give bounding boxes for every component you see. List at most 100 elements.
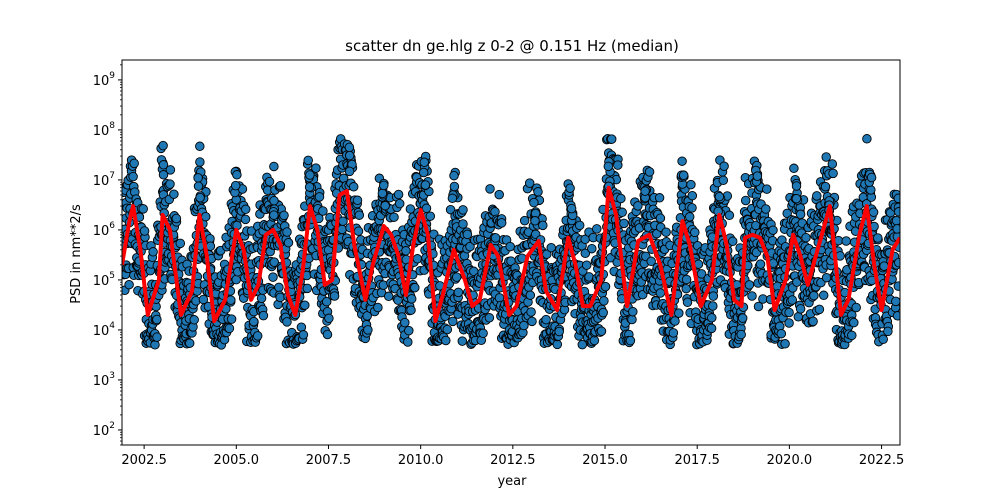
data-point	[812, 191, 822, 201]
data-point	[883, 326, 893, 337]
x-tick-label: 2010.0	[398, 453, 444, 468]
data-point	[868, 207, 879, 217]
data-point	[674, 308, 684, 318]
data-point	[640, 186, 650, 196]
data-point	[231, 274, 241, 285]
data-point	[311, 163, 321, 173]
data-point	[533, 187, 543, 197]
data-point	[420, 180, 431, 190]
data-point	[249, 316, 259, 327]
data-point	[714, 191, 725, 202]
data-point	[447, 193, 458, 204]
data-point	[849, 317, 859, 328]
data-point	[747, 291, 757, 301]
data-point	[252, 331, 263, 341]
x-tick-label: 2012.5	[490, 453, 536, 468]
data-point	[490, 207, 500, 217]
data-point	[866, 185, 876, 195]
data-point	[596, 326, 607, 336]
data-point	[505, 241, 515, 252]
data-point	[298, 330, 309, 340]
data-point	[820, 181, 831, 192]
data-point	[353, 226, 364, 236]
data-point	[158, 160, 169, 170]
data-point	[687, 190, 698, 201]
data-point	[682, 297, 693, 308]
data-point	[226, 295, 236, 305]
data-point	[727, 236, 738, 247]
data-point	[707, 313, 717, 323]
data-point	[708, 301, 718, 311]
data-point	[337, 224, 347, 235]
data-point	[541, 314, 551, 325]
data-point	[305, 170, 315, 180]
data-point	[138, 204, 148, 214]
data-point	[862, 134, 872, 144]
data-point	[566, 203, 577, 214]
data-point	[828, 168, 838, 179]
data-point	[793, 312, 804, 322]
data-point	[873, 233, 883, 243]
data-point	[394, 198, 405, 209]
data-point	[322, 329, 333, 340]
data-point	[565, 183, 575, 193]
data-point	[344, 166, 355, 177]
data-point	[581, 260, 592, 270]
data-point	[269, 210, 279, 220]
data-point	[851, 302, 861, 313]
data-point	[496, 218, 507, 228]
data-point	[419, 157, 430, 168]
data-point	[677, 156, 687, 166]
data-point	[264, 176, 275, 187]
data-point	[389, 212, 399, 222]
data-point	[383, 291, 394, 302]
data-point	[587, 243, 597, 254]
data-point	[169, 189, 179, 199]
data-point	[878, 334, 888, 345]
data-point	[458, 205, 468, 215]
data-point	[195, 157, 205, 167]
data-point	[684, 212, 695, 222]
data-point	[380, 200, 390, 211]
data-point	[282, 227, 292, 237]
data-point	[324, 313, 334, 324]
data-point	[762, 184, 772, 194]
data-point	[321, 296, 332, 307]
data-point	[352, 195, 363, 206]
data-point	[458, 219, 468, 229]
data-point	[761, 204, 771, 214]
data-point	[453, 287, 464, 298]
data-point	[554, 326, 564, 337]
data-point	[891, 296, 900, 307]
data-point	[737, 313, 748, 323]
data-point	[791, 181, 802, 191]
data-point	[808, 316, 818, 327]
x-tick-label: 2017.5	[674, 453, 720, 468]
data-point	[240, 214, 251, 225]
data-point	[240, 204, 251, 215]
data-point	[401, 246, 411, 256]
data-point	[232, 170, 242, 180]
data-point	[801, 232, 811, 243]
data-point	[478, 328, 488, 339]
x-tick-label: 2007.5	[306, 453, 352, 468]
data-point	[866, 172, 877, 183]
x-tick-label: 2002.5	[121, 453, 167, 468]
data-point	[268, 272, 278, 282]
data-point	[282, 317, 292, 327]
data-point	[740, 195, 751, 206]
data-point	[755, 259, 766, 269]
data-point	[706, 323, 717, 334]
y-axis-label: PSD in nm**2/s	[69, 204, 84, 304]
data-point	[465, 241, 475, 252]
data-point	[400, 317, 410, 328]
data-point	[171, 213, 182, 224]
data-point	[644, 167, 655, 177]
data-point	[442, 324, 453, 335]
data-point	[200, 211, 211, 222]
data-point	[809, 290, 819, 301]
data-point	[789, 163, 799, 174]
data-point	[165, 179, 175, 189]
data-point	[393, 189, 404, 200]
data-point	[617, 207, 627, 218]
